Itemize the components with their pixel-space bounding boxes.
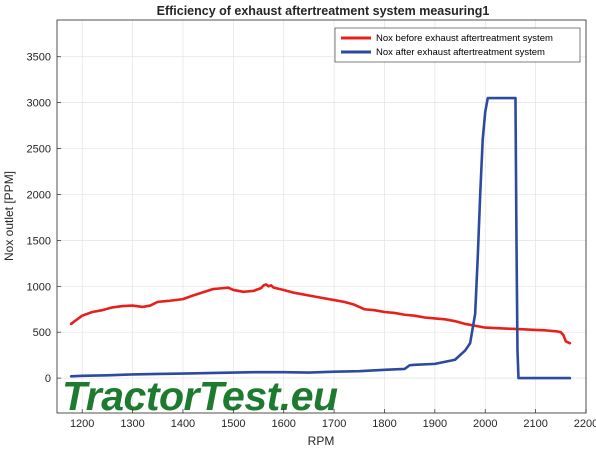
legend-box <box>334 27 581 63</box>
x-tick-label: 1300 <box>120 418 144 430</box>
y-tick-label: 3000 <box>27 98 51 110</box>
x-tick-label: 1700 <box>322 418 346 430</box>
y-tick-label: 1500 <box>27 235 51 247</box>
x-axis-label: RPM <box>308 434 335 448</box>
y-tick-label: 2000 <box>27 189 51 201</box>
legend-label-nox-before: Nox before exhaust aftertreatment system <box>376 33 553 44</box>
axes-background <box>57 20 586 413</box>
x-tick-label: 1800 <box>372 418 396 430</box>
series-layer <box>69 96 572 380</box>
x-tick-label: 1400 <box>171 418 195 430</box>
y-tick-label: 0 <box>45 373 51 385</box>
legend: Nox before exhaust aftertreatment system… <box>334 27 581 63</box>
x-tick-label: 2100 <box>523 418 547 430</box>
axes-frame <box>56 19 587 414</box>
x-tick-label: 1200 <box>70 418 94 430</box>
plot-area: TractorTest.eu <box>56 19 587 419</box>
legend-label-nox-after: Nox after exhaust aftertreatment system <box>376 47 545 58</box>
y-tick-label: 3500 <box>27 52 51 64</box>
x-tick-label: 1600 <box>271 418 295 430</box>
nox-before-line <box>69 283 572 345</box>
x-tick-label: 2200 <box>574 418 596 430</box>
watermark-text: TractorTest.eu <box>62 373 338 419</box>
nox-after-line <box>69 96 572 380</box>
y-tick-label: 2500 <box>27 144 51 156</box>
y-tick-label: 1000 <box>27 281 51 293</box>
y-tick-label: 500 <box>33 327 51 339</box>
y-axis-label: Nox outlet [PPM] <box>2 171 16 261</box>
x-tick-label: 1500 <box>221 418 245 430</box>
x-tick-label: 1900 <box>423 418 447 430</box>
y-axis-ticks: 0 500 1000 1500 2000 2500 3000 3500 <box>27 52 61 385</box>
x-axis-ticks: 1200 1300 1400 1500 1600 1700 1800 1900 2000 2100… <box>70 409 596 430</box>
chart-title: Efficiency of exhaust aftertreatment sys… <box>157 4 490 18</box>
x-tick-label: 2000 <box>473 418 497 430</box>
